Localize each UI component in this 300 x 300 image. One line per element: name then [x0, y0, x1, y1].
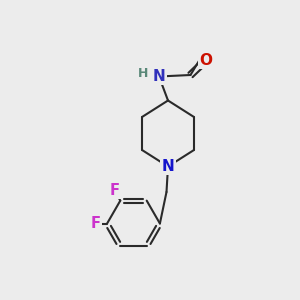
Text: H: H	[138, 67, 148, 80]
Text: N: N	[153, 69, 165, 84]
Text: F: F	[91, 216, 101, 231]
Text: N: N	[162, 159, 174, 174]
Text: F: F	[110, 183, 120, 198]
Text: O: O	[199, 53, 212, 68]
